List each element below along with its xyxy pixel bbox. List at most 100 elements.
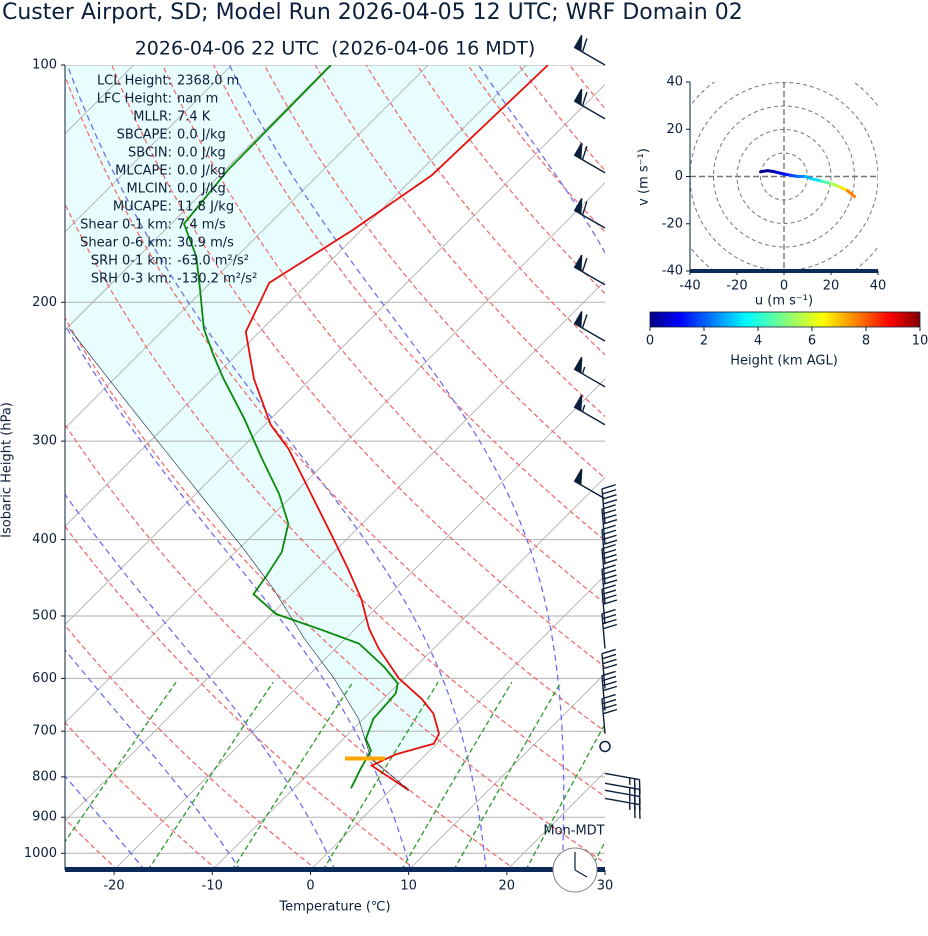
wind-barb bbox=[573, 88, 606, 120]
dry-adiabat bbox=[65, 624, 318, 870]
wind-barb bbox=[604, 772, 641, 794]
wind-barb bbox=[604, 789, 641, 811]
hodograph-segment bbox=[820, 179, 833, 186]
dry-adiabat bbox=[467, 65, 605, 233]
colorbar-tick-label: 2 bbox=[700, 334, 708, 349]
wind-barb bbox=[601, 484, 618, 524]
profile-line bbox=[244, 65, 549, 792]
wind-barb bbox=[601, 524, 618, 565]
dry-adiabat bbox=[65, 316, 605, 864]
x-tick-label: 0 bbox=[780, 279, 788, 294]
wind-barb bbox=[573, 142, 606, 174]
dry-adiabat bbox=[162, 65, 605, 605]
colorbar bbox=[649, 311, 921, 328]
moist-adiabat bbox=[66, 65, 487, 870]
stat-label: SRH 0-1 km: bbox=[91, 254, 172, 269]
x-tick-label: -10 bbox=[202, 879, 223, 894]
wind-barb bbox=[573, 311, 606, 342]
isotherm bbox=[65, 182, 605, 724]
stat-label: SBCAPE: bbox=[117, 128, 172, 143]
profile-line bbox=[182, 65, 399, 789]
y-tick-label: 40 bbox=[666, 75, 683, 90]
x-axis-label: Temperature (℃) bbox=[278, 900, 390, 915]
dry-adiabat bbox=[111, 65, 605, 668]
y-tick-label: 700 bbox=[32, 724, 57, 739]
stat-label: MUCAPE: bbox=[113, 200, 172, 215]
stat-value: 2368.0 m bbox=[177, 74, 239, 89]
colorbar-tick-label: 10 bbox=[912, 334, 928, 349]
cin-shading bbox=[65, 65, 548, 791]
x-tick-label: 20 bbox=[499, 879, 516, 894]
y-tick-label: 800 bbox=[32, 769, 57, 784]
chart-subtitle: 2026-04-06 22 UTC (2026-04-06 16 MDT) bbox=[135, 38, 536, 60]
wind-barb bbox=[601, 693, 618, 734]
hodograph-segment bbox=[810, 177, 824, 183]
wind-barb bbox=[601, 648, 618, 689]
y-tick-label: 20 bbox=[666, 122, 683, 137]
wind-barb bbox=[573, 35, 606, 66]
moist-adiabat bbox=[65, 323, 412, 870]
x-tick-label: -20 bbox=[103, 879, 124, 894]
y-tick-label: 0 bbox=[675, 169, 683, 184]
x-tick-label: 10 bbox=[400, 879, 417, 894]
x-axis-bar bbox=[65, 867, 605, 872]
y-tick-label: -20 bbox=[662, 216, 683, 231]
colorbar-tick-label: 8 bbox=[862, 334, 870, 349]
x-tick-label: 0 bbox=[306, 879, 314, 894]
y-axis-label: Isobaric Height (hPa) bbox=[0, 402, 15, 538]
hodograph-segment bbox=[829, 182, 842, 189]
skewt-overlay: 100 200 300 400 500 600 700 800 900 1000 -20 -10 0 10… bbox=[0, 35, 641, 915]
isotherm bbox=[65, 65, 527, 527]
dry-adiabat bbox=[212, 65, 605, 542]
stat-label: LFC Height: bbox=[97, 92, 172, 107]
stat-label: Shear 0-1 km: bbox=[80, 218, 172, 233]
isotherm bbox=[408, 673, 605, 870]
mixing-ratio bbox=[231, 681, 354, 870]
stat-label: MLLR: bbox=[133, 110, 172, 125]
clock-icon bbox=[552, 847, 598, 893]
stat-label: SBCIN: bbox=[128, 146, 172, 161]
wind-barb bbox=[601, 564, 618, 605]
y-tick-label: 300 bbox=[32, 434, 57, 449]
isotherm bbox=[113, 378, 605, 870]
y-tick-label: 100 bbox=[32, 58, 57, 73]
y-tick-label: 200 bbox=[32, 295, 57, 310]
wind-barb bbox=[573, 198, 606, 229]
x-axis-label: u (m s⁻¹) bbox=[755, 294, 813, 309]
stat-label: SRH 0-3 km: bbox=[91, 272, 172, 287]
dry-adiabat bbox=[263, 65, 605, 480]
wind-barb bbox=[601, 504, 618, 544]
stat-value: 7.4 K bbox=[177, 110, 211, 125]
mixing-ratio bbox=[322, 681, 439, 870]
wind-barb bbox=[601, 670, 618, 711]
isotherm bbox=[211, 476, 605, 870]
x-tick-label: 40 bbox=[870, 279, 887, 294]
stat-value: 0.0 J/kg bbox=[177, 182, 226, 197]
x-tick-label: -40 bbox=[679, 279, 700, 294]
wind-barb bbox=[573, 254, 606, 286]
dry-adiabat bbox=[416, 65, 605, 295]
stat-label: MLCIN: bbox=[127, 182, 172, 197]
dry-adiabat bbox=[314, 65, 605, 418]
time-label: Mon-MDT bbox=[543, 824, 604, 839]
stat-value: 7.4 m/s bbox=[177, 218, 226, 233]
x-tick-label: 20 bbox=[823, 279, 840, 294]
stat-value: nan m bbox=[177, 92, 218, 107]
stat-label: MLCAPE: bbox=[115, 164, 172, 179]
colorbar-tick-label: 6 bbox=[808, 334, 816, 349]
mixing-ratio bbox=[400, 681, 513, 870]
wind-barb bbox=[604, 797, 641, 819]
isotherm bbox=[65, 280, 605, 822]
stat-value: 0.0 J/kg bbox=[177, 164, 226, 179]
stat-value: -130.2 m²/s² bbox=[177, 272, 257, 287]
x-tick-label: 30 bbox=[597, 879, 614, 894]
mixing-ratio bbox=[65, 681, 177, 843]
dry-adiabat bbox=[65, 721, 218, 870]
y-tick-label: 400 bbox=[32, 532, 57, 547]
y-tick-label: -40 bbox=[662, 264, 683, 279]
wind-barb bbox=[601, 543, 618, 584]
wind-barb bbox=[601, 584, 618, 625]
wind-barb bbox=[573, 468, 606, 500]
